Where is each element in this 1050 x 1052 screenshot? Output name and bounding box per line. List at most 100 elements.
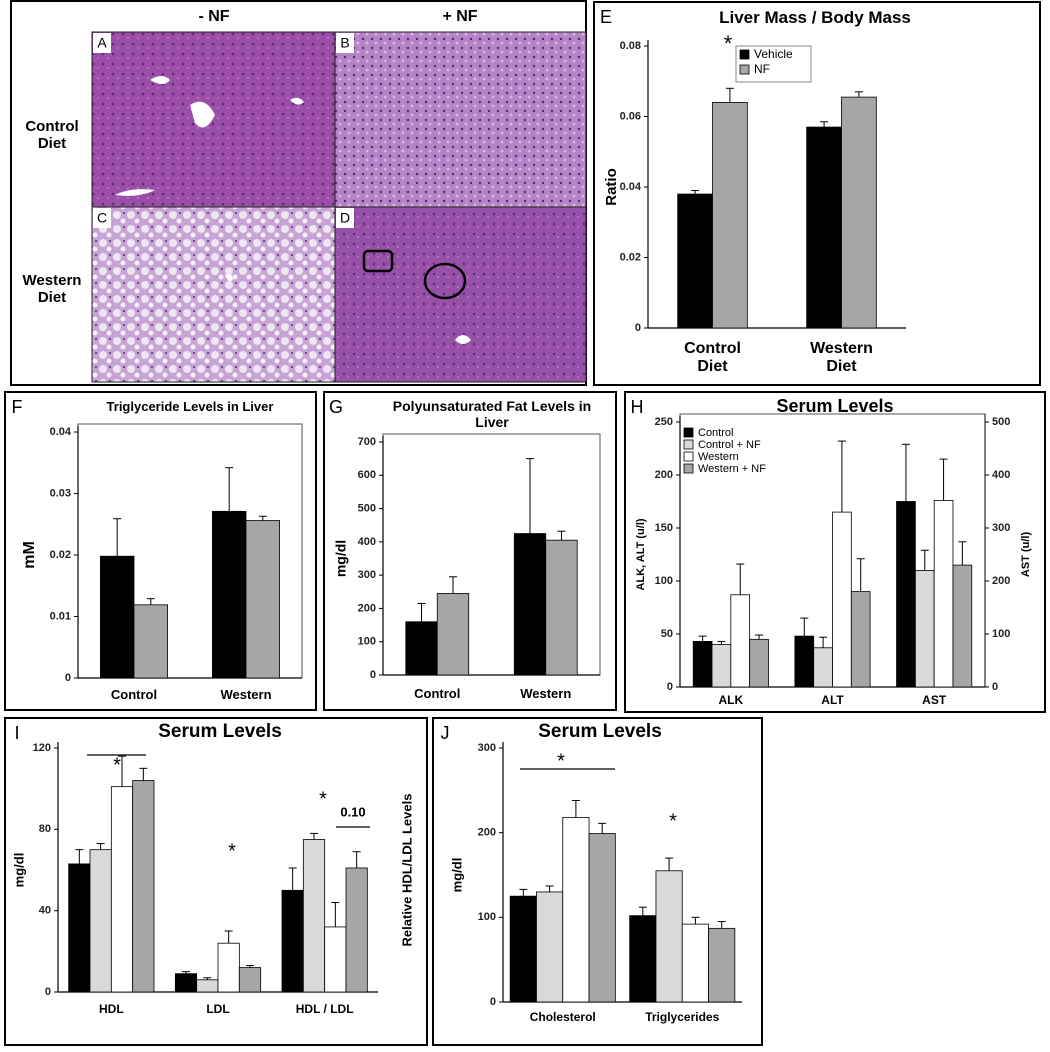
error-bar: [557, 530, 566, 541]
legend-swatch: [739, 49, 750, 60]
y-tick-label: 100: [358, 636, 376, 648]
error-bar: [246, 965, 254, 968]
legend-swatch: [683, 463, 694, 474]
error-bar: [258, 515, 267, 521]
y-tick-label: 300: [478, 742, 496, 754]
panel-tag-bg: [336, 208, 354, 228]
bar: [302, 839, 326, 993]
y2-tick-label: 500: [992, 416, 1010, 428]
x-tick-label: LDL: [206, 1003, 230, 1016]
x-tick-label: Control: [414, 687, 461, 701]
y-axis-label: Ratio: [603, 168, 620, 206]
x-tick-label-box: Control: [110, 688, 158, 702]
x-tick-label: ALT: [821, 694, 844, 707]
y-tick-label: 0.06: [620, 110, 641, 122]
y-tick-label: 700: [358, 436, 376, 448]
bar: [655, 870, 683, 1003]
x-tick-label-box: ALK: [718, 694, 744, 707]
error-bar: [725, 87, 734, 103]
bar: [324, 926, 347, 993]
y-tick-label: 500: [358, 502, 376, 514]
chart-title: Polyunsaturated Fat Levels in Liver: [392, 398, 592, 431]
error-bar: [182, 971, 190, 974]
bar: [708, 927, 736, 1003]
row-label: Western Diet: [22, 272, 82, 307]
chart-title-box: Serum Levels: [776, 396, 893, 416]
annotation: 0.10: [340, 804, 365, 819]
x-tick-label-box: ALT: [821, 694, 844, 707]
annotation: *: [319, 788, 327, 810]
right-label: Relative HDL/LDL Levels: [399, 794, 414, 947]
bar: [933, 500, 954, 688]
y-tick-label: 0.04: [620, 181, 642, 193]
x-tick-label-box: Western: [520, 687, 572, 701]
panel-label: F: [12, 397, 23, 417]
y-tick-label: 0.03: [50, 487, 71, 499]
y-tick-label: 0: [667, 681, 673, 693]
error-bar: [800, 617, 809, 637]
bar: [677, 193, 713, 329]
error-bar: [691, 190, 700, 195]
error-bar: [698, 635, 707, 642]
x-tick-label-box: HDL: [99, 1003, 124, 1016]
bar: [89, 849, 112, 993]
bar: [133, 604, 168, 679]
bar: [850, 591, 871, 688]
legend-label: NF: [754, 62, 770, 76]
error-bar: [598, 822, 607, 834]
x-tick-label-box: Western: [220, 688, 271, 702]
bar: [914, 570, 935, 688]
micrograph: [334, 31, 587, 208]
bar: [545, 539, 578, 676]
y-tick-label: 40: [39, 905, 51, 917]
region-marker: [423, 262, 467, 300]
y-tick-label: 0.02: [50, 549, 71, 561]
row-label-box: Control Diet: [25, 118, 78, 152]
y-tick-label: 120: [33, 742, 51, 754]
panel-label: E: [600, 7, 612, 27]
bar: [211, 510, 247, 679]
y-axis-label: mg/dl: [449, 858, 464, 893]
legend-swatch: [739, 64, 750, 75]
panel-frame: [593, 1, 1041, 386]
y-tick-label: 0: [65, 672, 71, 684]
chart-title-box: Serum Levels: [158, 721, 282, 742]
panel-tag: C: [97, 210, 107, 226]
panel-tag: D: [340, 210, 350, 226]
error-bar: [310, 832, 318, 840]
error-bar: [225, 467, 234, 512]
y-tick-label: 400: [358, 536, 376, 548]
x-tick-label: ALK: [718, 694, 744, 707]
panel-tag-bg: [93, 208, 111, 228]
error-bar: [691, 916, 700, 925]
error-bar: [288, 867, 297, 891]
error-bar: [224, 930, 233, 944]
panel-label: I: [14, 723, 19, 743]
y-axis-label: mg/dl: [11, 853, 26, 888]
chart-title-box: Liver Mass / Body Mass: [719, 8, 911, 27]
y-tick-label: 0: [490, 996, 496, 1008]
histology-panel: - NF + NF Control Diet Western Diet A B …: [10, 0, 587, 386]
error-bar: [638, 906, 647, 916]
error-bar: [717, 640, 726, 645]
micrograph: [91, 206, 336, 383]
bar: [692, 641, 713, 688]
error-bar: [203, 977, 212, 980]
chart-title: Serum Levels: [538, 721, 662, 742]
error-bar: [448, 576, 457, 594]
panel-label: J: [441, 723, 450, 743]
bar: [832, 511, 852, 688]
chart-title: Triglyceride Levels in Liver: [106, 400, 274, 414]
x-tick-label: Western: [520, 687, 572, 701]
y2-tick-label: 400: [992, 469, 1010, 481]
x-tick-label-box: LDL: [206, 1003, 230, 1016]
panel-frame: [4, 391, 317, 711]
chart-title-box: Polyunsaturated Fat Levels in Liver: [392, 398, 592, 431]
legend-swatch: [683, 451, 694, 462]
error-bar: [545, 885, 554, 892]
error-bar: [417, 602, 426, 622]
bar: [196, 979, 219, 993]
bar: [730, 594, 751, 688]
x-tick-label: Control: [110, 688, 158, 702]
